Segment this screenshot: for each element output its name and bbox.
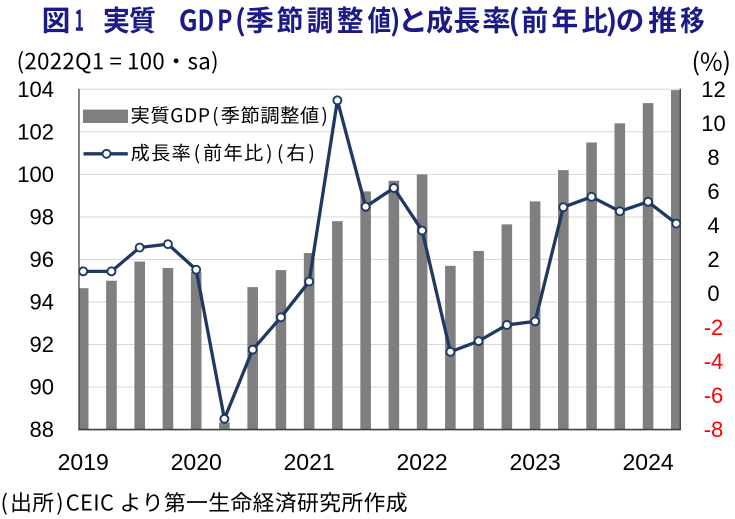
svg-text:88: 88 <box>30 417 54 442</box>
svg-text:2019: 2019 <box>58 449 109 475</box>
svg-text:90: 90 <box>30 375 54 400</box>
svg-text:2020: 2020 <box>171 449 222 475</box>
svg-text:8: 8 <box>707 145 719 170</box>
svg-text:-4: -4 <box>704 349 724 374</box>
svg-text:-6: -6 <box>704 383 724 408</box>
svg-text:-2: -2 <box>704 315 724 340</box>
svg-text:104: 104 <box>17 77 54 102</box>
svg-text:102: 102 <box>17 119 54 144</box>
svg-text:4: 4 <box>707 213 719 238</box>
svg-text:94: 94 <box>30 290 54 315</box>
svg-text:2: 2 <box>707 247 719 272</box>
svg-text:2023: 2023 <box>510 449 561 475</box>
svg-text:0: 0 <box>707 281 719 306</box>
svg-text:2021: 2021 <box>284 449 335 475</box>
svg-text:2024: 2024 <box>623 449 674 475</box>
svg-text:-8: -8 <box>704 417 724 442</box>
svg-text:6: 6 <box>707 179 719 204</box>
svg-text:10: 10 <box>701 111 725 136</box>
svg-text:92: 92 <box>30 332 54 357</box>
svg-text:2022: 2022 <box>397 449 448 475</box>
svg-text:98: 98 <box>30 205 54 230</box>
svg-text:96: 96 <box>30 247 54 272</box>
svg-text:100: 100 <box>17 162 54 187</box>
svg-text:12: 12 <box>701 77 725 102</box>
